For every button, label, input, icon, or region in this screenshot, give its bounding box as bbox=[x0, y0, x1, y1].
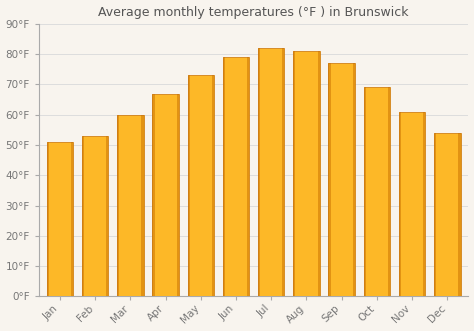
Bar bbox=[188, 75, 190, 296]
Bar bbox=[434, 133, 436, 296]
Bar bbox=[71, 142, 73, 296]
Bar bbox=[188, 75, 214, 296]
Bar bbox=[223, 57, 249, 296]
Bar bbox=[47, 142, 49, 296]
Bar bbox=[434, 133, 461, 296]
Bar bbox=[293, 51, 295, 296]
Bar bbox=[353, 63, 355, 296]
Title: Average monthly temperatures (°F ) in Brunswick: Average monthly temperatures (°F ) in Br… bbox=[99, 6, 409, 19]
Bar bbox=[247, 57, 249, 296]
Bar bbox=[388, 87, 390, 296]
Bar bbox=[328, 63, 330, 296]
Bar bbox=[283, 48, 284, 296]
Bar bbox=[258, 48, 260, 296]
Bar bbox=[177, 94, 179, 296]
Bar bbox=[364, 87, 366, 296]
Bar bbox=[47, 142, 73, 296]
Bar bbox=[106, 136, 109, 296]
Bar bbox=[117, 115, 144, 296]
Bar bbox=[293, 51, 319, 296]
Bar bbox=[328, 63, 355, 296]
Bar bbox=[399, 112, 401, 296]
Bar bbox=[82, 136, 84, 296]
Bar bbox=[258, 48, 284, 296]
Bar bbox=[423, 112, 425, 296]
Bar bbox=[82, 136, 109, 296]
Bar bbox=[212, 75, 214, 296]
Bar bbox=[141, 115, 144, 296]
Bar bbox=[318, 51, 319, 296]
Bar bbox=[399, 112, 425, 296]
Bar bbox=[153, 94, 179, 296]
Bar bbox=[458, 133, 461, 296]
Bar bbox=[223, 57, 225, 296]
Bar bbox=[364, 87, 390, 296]
Bar bbox=[153, 94, 155, 296]
Bar bbox=[117, 115, 119, 296]
